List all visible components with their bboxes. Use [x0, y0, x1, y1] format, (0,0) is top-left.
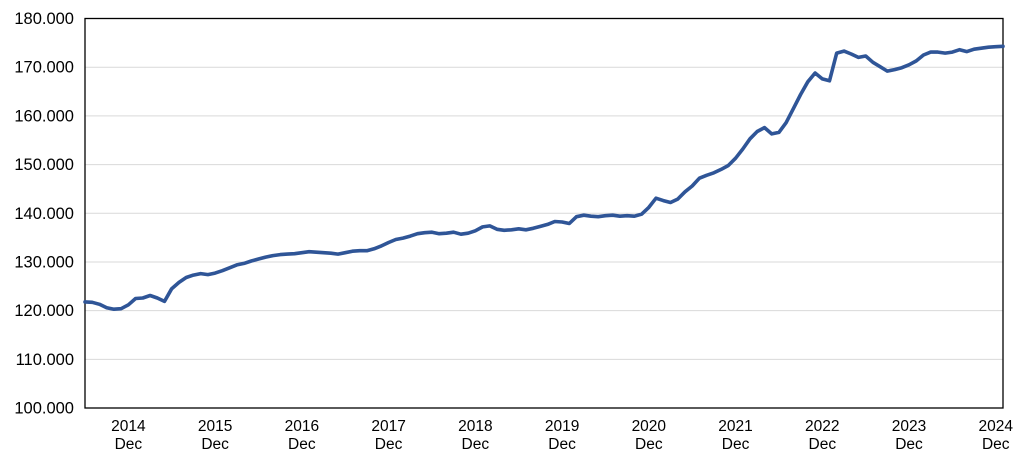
plot-border — [84, 17, 1004, 409]
y-tick-label: 180.000 — [14, 10, 74, 28]
x-tick-year-label: 2018 — [458, 418, 492, 435]
x-tick-year-label: 2019 — [545, 418, 579, 435]
y-tick-label: 160.000 — [14, 107, 74, 125]
x-tick-month-label: Dec — [722, 436, 750, 453]
gridlines — [85, 66, 1003, 360]
x-tick-month-label: Dec — [895, 436, 923, 453]
x-tick-month-label: Dec — [201, 436, 229, 453]
x-tick-year-label: 2021 — [718, 418, 752, 435]
plot-border-rect — [84, 17, 1004, 409]
series-line-group — [83, 44, 1005, 312]
x-tick-month-label: Dec — [635, 436, 663, 453]
series-line — [83, 44, 1005, 312]
x-tick-year-label: 2014 — [111, 418, 146, 435]
y-tick-label: 130.000 — [14, 253, 74, 271]
x-tick-month-label: Dec — [375, 436, 403, 453]
x-tick-month-label: Dec — [982, 436, 1010, 453]
x-tick-month-label: Dec — [115, 436, 143, 453]
y-tick-label: 110.000 — [16, 351, 74, 369]
y-tick-label: 100.000 — [14, 400, 74, 418]
x-axis-tick-labels: 2014Dec2015Dec2016Dec2017Dec2018Dec2019D… — [111, 418, 1013, 453]
x-tick-month-label: Dec — [548, 436, 576, 453]
y-tick-label: 120.000 — [14, 302, 74, 320]
x-tick-year-label: 2023 — [892, 418, 926, 435]
x-tick-month-label: Dec — [288, 436, 316, 453]
x-tick-year-label: 2022 — [805, 418, 839, 435]
x-tick-year-label: 2016 — [285, 418, 319, 435]
x-tick-year-label: 2020 — [632, 418, 667, 435]
x-tick-month-label: Dec — [462, 436, 490, 453]
y-tick-label: 150.000 — [14, 156, 74, 174]
y-tick-label: 170.000 — [14, 59, 74, 77]
y-tick-label: 140.000 — [14, 205, 74, 223]
x-tick-month-label: Dec — [809, 436, 837, 453]
x-tick-year-label: 2017 — [371, 418, 405, 435]
x-tick-year-label: 2015 — [198, 418, 232, 435]
x-tick-year-label: 2024 — [979, 418, 1014, 435]
y-axis-tick-labels: 100.000 110.000 120.000 130.000 140.000 150.0… — [14, 10, 74, 418]
